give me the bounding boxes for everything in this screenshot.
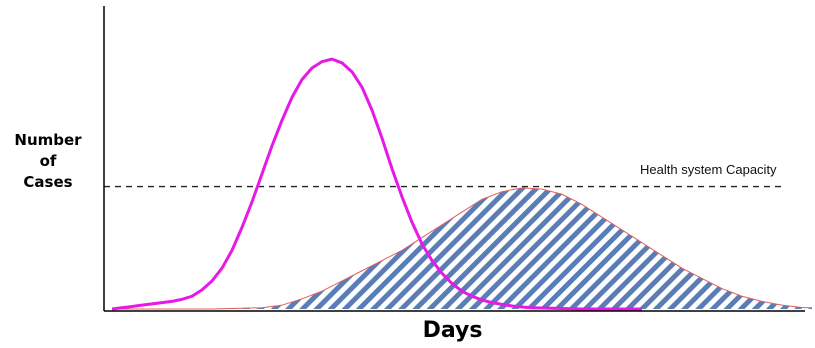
x-axis-label: Days (422, 318, 483, 343)
flattened-curve-edge (112, 187, 813, 310)
y-axis-label: Number of Cases (14, 131, 82, 191)
capacity-label: Health system Capacity (640, 162, 777, 177)
peak-curve-line (111, 57, 642, 311)
flattened-curve-area (112, 187, 812, 309)
